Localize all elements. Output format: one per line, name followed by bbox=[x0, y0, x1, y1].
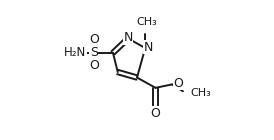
Text: O: O bbox=[89, 33, 99, 46]
Text: H₂N: H₂N bbox=[64, 46, 86, 59]
Text: O: O bbox=[151, 107, 161, 120]
Text: CH₃: CH₃ bbox=[136, 17, 157, 27]
Text: S: S bbox=[90, 46, 98, 59]
Text: O: O bbox=[173, 77, 183, 90]
Text: N: N bbox=[123, 31, 133, 44]
Text: N: N bbox=[143, 41, 153, 54]
Text: O: O bbox=[89, 59, 99, 72]
Text: CH₃: CH₃ bbox=[190, 88, 211, 98]
